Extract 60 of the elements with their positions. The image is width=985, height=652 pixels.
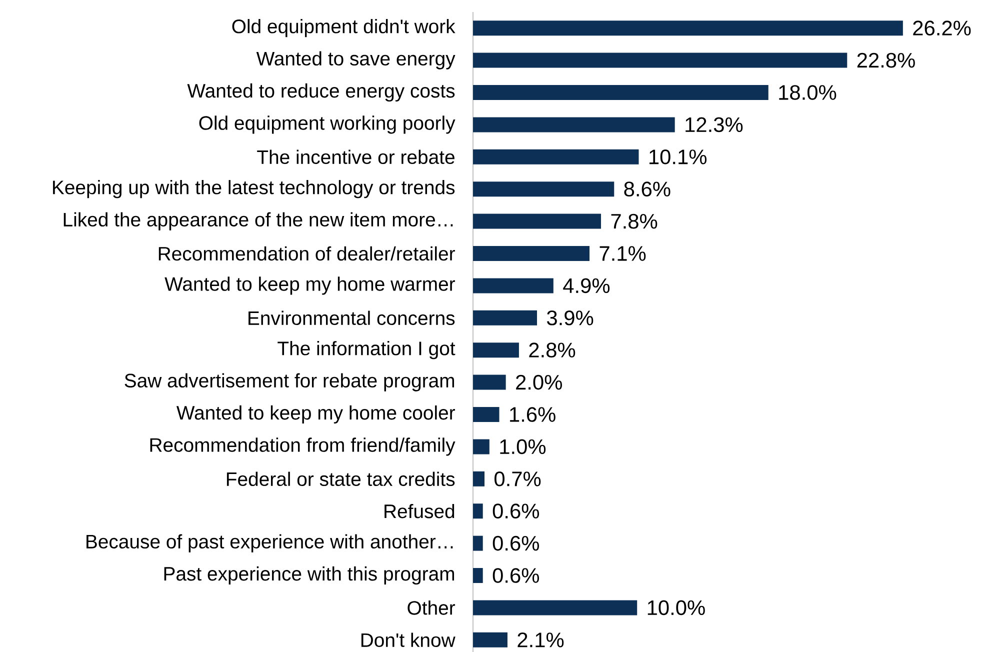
y-tick-label: Wanted to reduce energy costs [187, 83, 455, 102]
y-tick-label: Liked the appearance of the new item more… [64, 212, 453, 230]
data-label: 1.0% [500, 439, 546, 454]
data-label: 2.8% [529, 342, 576, 358]
bar [473, 182, 614, 197]
bar [473, 20, 903, 36]
y-tick-label: Keeping up with the latest technology or trends [53, 180, 455, 198]
data-label: 7.1% [600, 246, 646, 261]
y-tick-label: Because of past experience with another… [86, 534, 453, 552]
bar [473, 310, 537, 326]
bar [473, 278, 554, 294]
data-label: 10.1% [650, 149, 707, 164]
data-label: 3.9% [547, 310, 594, 326]
bar [473, 600, 638, 616]
bar [473, 568, 483, 583]
data-label: 0.6% [492, 568, 539, 583]
data-label: 8.6% [624, 182, 670, 196]
bar [473, 149, 639, 164]
bar [473, 246, 590, 261]
data-label: 4.9% [563, 278, 610, 294]
data-label: 0.6% [492, 536, 539, 551]
data-label: 2.0% [516, 374, 562, 390]
y-tick-label: The incentive or rebate [257, 150, 454, 164]
bar [473, 439, 490, 454]
y-tick-label: Old equipment working poorly [199, 116, 456, 134]
bar [473, 84, 768, 100]
bar [473, 374, 506, 390]
y-tick-label: Wanted to save energy [256, 51, 456, 70]
bar [473, 406, 500, 422]
y-tick-label: Wanted to keep my home cooler [176, 405, 455, 424]
y-tick-label: The information I got [278, 341, 456, 360]
y-tick-label: Past experience with this program [164, 566, 454, 585]
data-label: 22.8% [857, 52, 915, 68]
bar [473, 52, 848, 68]
y-tick-label: Old equipment didn't work [232, 19, 456, 38]
y-tick-label: Wanted to keep my home warmer [164, 276, 455, 295]
bar [473, 504, 483, 519]
y-tick-label: Environmental concerns [248, 310, 455, 326]
data-label: 10.0% [648, 600, 705, 616]
y-tick-label: Refused [384, 504, 454, 518]
y-tick-label: Federal or state tax credits [226, 472, 455, 486]
y-tick-label: Saw advertisement for rebate program [124, 373, 454, 392]
y-tick-label: Recommendation of dealer/retailer [158, 246, 455, 261]
data-label: 0.6% [492, 504, 539, 518]
data-label: 0.7% [494, 471, 541, 486]
bar [473, 117, 675, 132]
bar [473, 536, 483, 551]
data-label: 2.1% [518, 632, 564, 648]
data-label: 18.0% [779, 85, 836, 100]
y-tick-label: Other [408, 600, 456, 615]
data-label: 7.8% [611, 214, 658, 229]
bar [473, 471, 484, 486]
data-label: 12.3% [686, 117, 743, 132]
bar [473, 632, 508, 648]
bar [473, 214, 601, 229]
y-tick-label: Recommendation from friend/family [150, 438, 456, 456]
data-label: 1.6% [510, 407, 556, 422]
data-label: 26.2% [913, 20, 971, 36]
y-tick-label: Don't know [361, 632, 456, 648]
bar [473, 342, 519, 358]
